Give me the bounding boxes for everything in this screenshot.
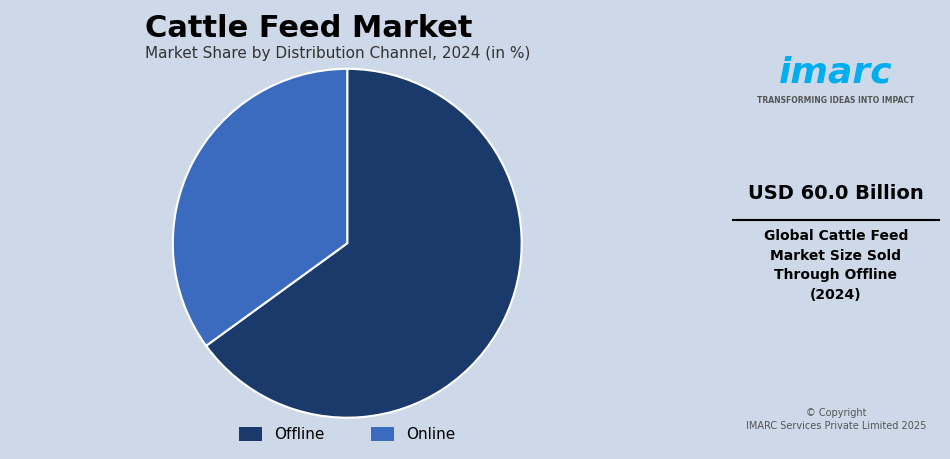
Text: Global Cattle Feed
Market Size Sold
Through Offline
(2024): Global Cattle Feed Market Size Sold Thro… bbox=[764, 230, 908, 302]
Wedge shape bbox=[206, 69, 522, 418]
Legend: Offline, Online: Offline, Online bbox=[239, 427, 455, 442]
Text: imarc: imarc bbox=[779, 55, 893, 89]
Text: Cattle Feed Market: Cattle Feed Market bbox=[145, 14, 473, 43]
Text: USD 60.0 Billion: USD 60.0 Billion bbox=[749, 184, 923, 202]
Wedge shape bbox=[173, 69, 348, 346]
Text: Market Share by Distribution Channel, 2024 (in %): Market Share by Distribution Channel, 20… bbox=[145, 46, 531, 61]
Text: TRANSFORMING IDEAS INTO IMPACT: TRANSFORMING IDEAS INTO IMPACT bbox=[757, 96, 915, 106]
Text: © Copyright
IMARC Services Private Limited 2025: © Copyright IMARC Services Private Limit… bbox=[746, 408, 926, 431]
